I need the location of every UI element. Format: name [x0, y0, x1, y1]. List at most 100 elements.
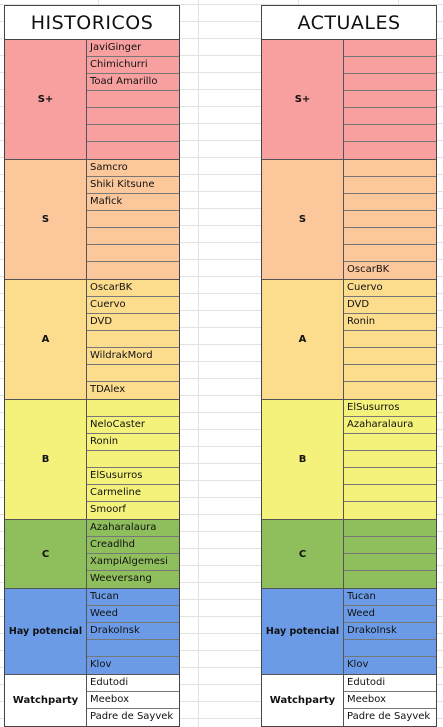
tier-cell[interactable] [87, 451, 179, 468]
tier-cell[interactable]: WildrakMord [87, 348, 179, 365]
tier-cell[interactable] [344, 451, 436, 468]
tier-cell[interactable] [87, 142, 179, 159]
tier-cell[interactable]: Carmeline [87, 485, 179, 502]
tier-cells: Tucan Weed DrakoInsk Klov [87, 589, 179, 674]
tier-cell[interactable] [344, 142, 436, 159]
tier-cell[interactable]: JaviGinger [87, 40, 179, 57]
tier-cell[interactable] [344, 177, 436, 194]
tier-cell[interactable] [87, 91, 179, 108]
tier-label[interactable]: B [5, 400, 87, 519]
tier-cell[interactable]: Meebox [87, 692, 179, 709]
tier-cell[interactable]: Tucan [344, 589, 436, 606]
tier-cell[interactable] [344, 125, 436, 142]
tier-cell[interactable] [344, 502, 436, 519]
tier-cell[interactable]: Smoorf [90, 504, 126, 515]
tier-label[interactable]: S+ [5, 40, 87, 159]
tier-label[interactable]: S [5, 160, 87, 279]
tier-label[interactable]: C [5, 520, 87, 588]
tier-cell[interactable]: XampiAlgemesi [87, 554, 179, 571]
tier-a: A OscarBK Cuervo DVD WildrakMord TDAlex [5, 280, 179, 400]
tier-cell[interactable] [344, 537, 436, 554]
tier-cell[interactable]: DrakoInsk [344, 623, 436, 640]
tier-cell[interactable]: DrakoInsk [87, 623, 179, 640]
tier-hp: Hay potencial Tucan Weed DrakoInsk Klov [5, 589, 179, 675]
tier-s: S Samcro Shiki Kitsune Mafick [5, 160, 179, 280]
tier-cell[interactable] [344, 108, 436, 125]
tier-cell[interactable]: Azaharalaura [87, 520, 179, 537]
tier-cell[interactable]: Toad Amarillo [87, 74, 179, 91]
tier-cell[interactable] [344, 382, 436, 399]
tier-cell[interactable] [87, 262, 179, 279]
tier-cell[interactable]: Edutodi [87, 675, 179, 692]
tier-cell[interactable] [344, 365, 436, 382]
tier-label[interactable]: S+ [262, 40, 344, 159]
tier-label[interactable]: C [262, 520, 344, 588]
tier-label[interactable]: B [262, 400, 344, 519]
tier-cell[interactable] [87, 640, 179, 657]
tier-cell[interactable] [87, 125, 179, 142]
tier-cell[interactable]: NeloCaster [87, 417, 179, 434]
tier-cell[interactable]: Cuervo [87, 297, 179, 314]
tier-cell[interactable]: DVD [344, 297, 436, 314]
tier-cell[interactable]: Klov [347, 659, 369, 670]
tier-cell[interactable]: OscarBK [87, 280, 179, 297]
tier-cell[interactable] [344, 74, 436, 91]
tier-cell[interactable]: Weeversang [90, 573, 152, 584]
tier-cell[interactable]: Edutodi [344, 675, 436, 692]
tier-s: S OscarBK [262, 160, 436, 280]
tier-cell[interactable]: Weed [87, 606, 179, 623]
tier-cell[interactable]: Padre de Sayvek [90, 711, 174, 722]
tier-cell[interactable]: Shiki Kitsune [87, 177, 179, 194]
tier-label[interactable]: A [5, 280, 87, 399]
tier-cell[interactable]: Ronin [87, 434, 179, 451]
tier-cell[interactable] [87, 228, 179, 245]
tier-cell[interactable]: Chimichurri [87, 57, 179, 74]
tier-cell[interactable]: Padre de Sayvek [347, 711, 431, 722]
tier-cell[interactable]: TDAlex [90, 384, 126, 395]
tier-cell[interactable] [344, 40, 436, 57]
tier-cell[interactable] [344, 468, 436, 485]
tier-cell[interactable] [87, 108, 179, 125]
tier-cell[interactable]: Ronin [344, 314, 436, 331]
tier-cell[interactable] [344, 57, 436, 74]
tier-cell[interactable] [344, 160, 436, 177]
tier-cell[interactable]: Klov [90, 659, 112, 670]
tier-cell[interactable] [344, 520, 436, 537]
tier-label[interactable]: A [262, 280, 344, 399]
tier-cell[interactable]: Cuervo [344, 280, 436, 297]
tier-cell[interactable] [87, 400, 179, 417]
tier-cell[interactable]: OscarBK [347, 264, 390, 275]
tier-cell[interactable] [344, 245, 436, 262]
tier-cell[interactable] [344, 434, 436, 451]
tier-label[interactable]: Hay potencial [5, 589, 87, 674]
tier-label[interactable]: Watchparty [5, 675, 87, 726]
tier-cell[interactable] [344, 640, 436, 657]
tier-cell[interactable]: Weed [344, 606, 436, 623]
tier-label[interactable]: Hay potencial [262, 589, 344, 674]
tier-cell[interactable]: Samcro [87, 160, 179, 177]
tier-cell[interactable] [344, 554, 436, 571]
tier-cell[interactable]: Meebox [344, 692, 436, 709]
tier-cell[interactable] [344, 211, 436, 228]
tier-cells: ElSusurros Azaharalaura [344, 400, 436, 519]
tier-cell[interactable]: ElSusurros [87, 468, 179, 485]
tier-cell[interactable] [344, 194, 436, 211]
tier-cell[interactable] [87, 365, 179, 382]
tier-cell[interactable]: Tucan [87, 589, 179, 606]
tier-cell[interactable]: Creadlhd [87, 537, 179, 554]
tier-cell[interactable] [344, 571, 436, 588]
tier-cell[interactable]: Mafick [87, 194, 179, 211]
tier-cell[interactable] [344, 228, 436, 245]
tier-cell[interactable] [344, 485, 436, 502]
tier-cell[interactable] [344, 331, 436, 348]
tier-cell[interactable] [87, 211, 179, 228]
tier-cell[interactable]: ElSusurros [344, 400, 436, 417]
tier-cell[interactable]: Azaharalaura [344, 417, 436, 434]
tier-cell[interactable] [87, 245, 179, 262]
tier-label[interactable]: S [262, 160, 344, 279]
tier-cell[interactable] [344, 348, 436, 365]
tier-cell[interactable] [344, 91, 436, 108]
tier-label[interactable]: Watchparty [262, 675, 344, 726]
tier-cell[interactable] [87, 331, 179, 348]
tier-cell[interactable]: DVD [87, 314, 179, 331]
